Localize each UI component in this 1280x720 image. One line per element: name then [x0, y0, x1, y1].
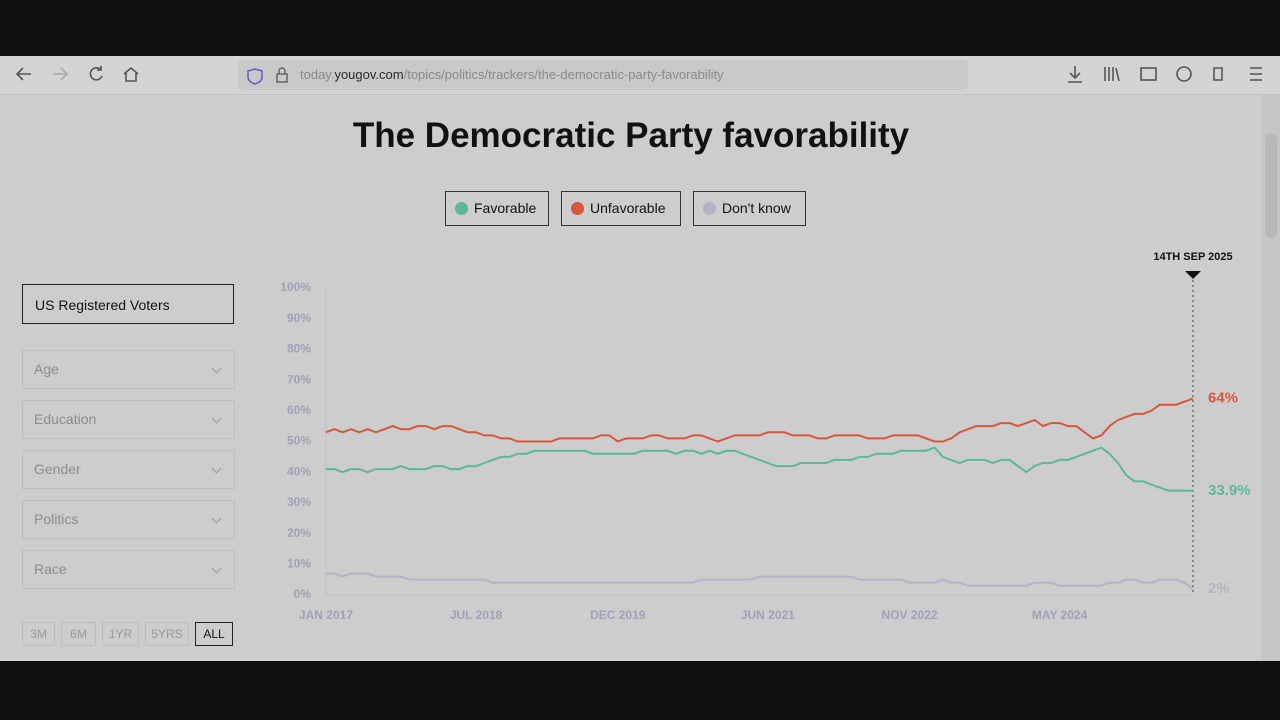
- legend-swatch: [703, 202, 716, 215]
- y-tick-label: 30%: [287, 495, 311, 509]
- range-button[interactable]: 1YR: [102, 622, 139, 646]
- legend-swatch: [571, 202, 584, 215]
- x-tick-label: NOV 2022: [882, 608, 938, 622]
- url-path: /topics/politics/trackers/the-democratic…: [403, 67, 724, 82]
- y-tick-label: 80%: [287, 342, 311, 356]
- back-button[interactable]: [15, 67, 31, 81]
- menu-button[interactable]: [1250, 67, 1262, 81]
- legend-item[interactable]: Don't know: [693, 191, 806, 226]
- extensions-button[interactable]: [1213, 67, 1223, 81]
- y-tick-label: 100%: [280, 280, 311, 294]
- y-tick-label: 20%: [287, 526, 311, 540]
- filter-dropdown[interactable]: Politics: [22, 500, 235, 539]
- y-tick-label: 50%: [287, 434, 311, 448]
- end-value-label: 64%: [1208, 389, 1238, 406]
- browser-toolbar: today.yougov.com/topics/politics/tracker…: [0, 56, 1280, 95]
- series-line: [326, 446, 1194, 492]
- url-prefix: today.: [300, 67, 335, 82]
- filter-dropdown[interactable]: Education: [22, 400, 235, 439]
- y-tick-label: 70%: [287, 372, 311, 386]
- url-bar[interactable]: today.yougov.com/topics/politics/tracker…: [238, 60, 968, 90]
- y-tick-label: 90%: [287, 311, 311, 325]
- url-domain: yougov.com: [334, 67, 404, 82]
- filter-dropdown[interactable]: Gender: [22, 450, 235, 489]
- x-tick-label: DEC 2019: [590, 608, 646, 622]
- date-annotation: 14TH SEP 2025: [1153, 251, 1232, 263]
- reload-button[interactable]: [89, 66, 103, 81]
- legend-label: Don't know: [722, 200, 791, 216]
- legend-swatch: [455, 202, 468, 215]
- range-button[interactable]: 5YRS: [145, 622, 189, 646]
- forward-button[interactable]: [53, 67, 69, 81]
- chart-title: The Democratic Party favorability: [352, 116, 910, 155]
- legend-item[interactable]: Unfavorable: [561, 191, 681, 226]
- downloads-button[interactable]: [1068, 66, 1082, 83]
- home-button[interactable]: [123, 66, 139, 82]
- legend-label: Unfavorable: [590, 200, 666, 216]
- url-icons: [247, 67, 288, 85]
- series-line: [326, 572, 1194, 590]
- toolbar-icons: [15, 65, 1262, 83]
- account-button[interactable]: [1176, 66, 1192, 82]
- x-tick-label: MAY 2024: [1032, 608, 1088, 622]
- end-value-label: 2%: [1208, 580, 1230, 597]
- y-tick-label: 40%: [287, 464, 311, 478]
- date-marker-arrow: [1185, 271, 1201, 279]
- range-button[interactable]: 6M: [61, 622, 96, 646]
- range-button[interactable]: ALL: [195, 622, 233, 646]
- sidebar-button[interactable]: [1140, 67, 1157, 81]
- y-tick-label: 60%: [287, 403, 311, 417]
- filter-dropdown[interactable]: Age: [22, 350, 235, 389]
- library-button[interactable]: [1104, 67, 1120, 82]
- x-tick-label: JUN 2021: [741, 608, 795, 622]
- filter-dropdown[interactable]: Race: [22, 550, 235, 589]
- x-tick-label: JUL 2018: [450, 608, 503, 622]
- x-tick-label: JAN 2017: [299, 608, 353, 622]
- y-tick-label: 10%: [287, 556, 311, 570]
- scrollbar[interactable]: [1262, 95, 1280, 661]
- chart: 0% 10% 20% 30% 40% 50% 60% 70% 80% 90% 100% JAN 201…: [280, 251, 1251, 622]
- range-button[interactable]: 3M: [22, 622, 55, 646]
- scroll-thumb[interactable]: [1265, 133, 1277, 238]
- population-select[interactable]: US Registered Voters: [22, 284, 234, 324]
- legend-label: Favorable: [474, 200, 537, 216]
- page-content: The Democratic Party favorability Favora…: [0, 95, 1262, 661]
- series-line: [325, 397, 1194, 443]
- y-tick-label: 0%: [294, 587, 312, 601]
- url-text: today.yougov.com/topics/politics/tracker…: [300, 60, 724, 90]
- legend-item[interactable]: Favorable: [445, 191, 549, 226]
- end-value-label: 33.9%: [1208, 482, 1251, 499]
